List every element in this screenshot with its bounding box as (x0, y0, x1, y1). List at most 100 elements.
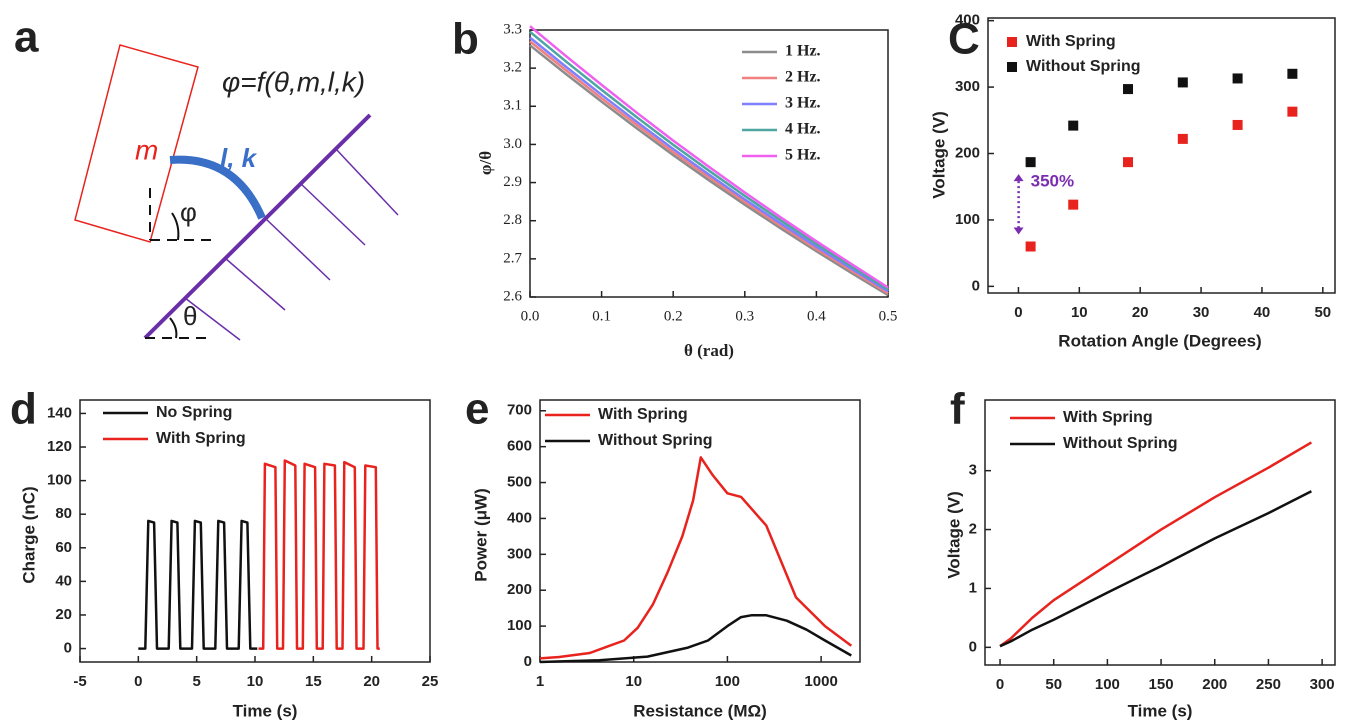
chart-panel: C Rotation Angle (Degrees) Voltage (V) 0 10 2… (929, 12, 1336, 350)
y-axis-label: Charge (nC) (19, 486, 38, 583)
legend-label: 5 Hz. (785, 147, 821, 164)
y-tick-label: 2.8 (503, 212, 522, 228)
legend-label: With Spring (598, 406, 688, 423)
y-axis-label: Voltage (V) (929, 111, 948, 199)
data-point (1287, 106, 1298, 117)
data-point (1177, 77, 1188, 88)
x-axis-label: Time (s) (233, 701, 298, 720)
y-tick-label: 2.6 (503, 288, 522, 304)
annotation: 350% (1031, 172, 1074, 191)
data-line (529, 30, 889, 291)
y-tick-label: 0 (524, 653, 532, 670)
y-tick-label: 500 (507, 474, 532, 491)
plot-frame (529, 29, 889, 298)
y-tick-label: 20 (55, 606, 72, 623)
plot-frame (539, 399, 861, 663)
x-axis-label: Time (s) (1128, 701, 1193, 720)
y-tick-label: 2.7 (503, 250, 522, 266)
phi-arc (171, 212, 180, 241)
theta-label: θ (183, 301, 197, 331)
diagram: a φ=f(θ,m,l,k) m l, k φ θ (14, 13, 399, 341)
x-tick-label: 1 (536, 673, 544, 690)
x-tick-label: 5 (192, 673, 200, 690)
panel-letter: b (452, 15, 479, 64)
panel-letter: d (10, 385, 37, 434)
mass-block (74, 44, 199, 243)
data-point (1123, 157, 1134, 168)
data-point (1025, 157, 1036, 168)
formula: φ=f(θ,m,l,k) (222, 66, 365, 97)
legend-label: With Spring (1063, 409, 1153, 426)
data-point (1232, 73, 1243, 84)
data-point (1177, 133, 1188, 144)
y-tick-label: 1 (969, 579, 977, 596)
spring-label: l, k (220, 143, 258, 173)
legend-label: Without Spring (1063, 435, 1178, 452)
spring (169, 155, 266, 220)
x-tick-label: 300 (1310, 676, 1335, 693)
data-line (529, 40, 889, 295)
panel-letter: e (465, 385, 489, 434)
legend-marker (1007, 37, 1017, 47)
data-line (999, 490, 1312, 648)
y-tick-label: 0 (64, 640, 72, 657)
y-tick-label: 3.3 (503, 21, 522, 37)
data-line (539, 456, 853, 660)
x-tick-label: 50 (1045, 676, 1062, 693)
legend-label: 4 Hz. (785, 121, 821, 138)
y-tick-label: 700 (507, 402, 532, 419)
x-tick-label: 50 (1314, 304, 1331, 321)
data-point (1068, 120, 1079, 131)
data-line (529, 36, 889, 293)
y-tick-label: 200 (507, 581, 532, 598)
plot-frame (987, 17, 1336, 294)
data-point (1123, 84, 1134, 95)
legend-label: With Spring (156, 430, 246, 447)
data-point (1232, 119, 1243, 130)
x-tick-label: 0.5 (879, 308, 898, 324)
y-tick-label: 2 (969, 521, 977, 538)
y-tick-label: 100 (47, 472, 72, 489)
x-tick-label: 0 (134, 673, 142, 690)
y-tick-label: 120 (47, 438, 72, 455)
y-tick-label: 100 (955, 211, 980, 228)
y-tick-label: 3 (969, 462, 977, 479)
x-axis-label: θ (rad) (684, 341, 734, 360)
x-tick-label: -5 (73, 673, 86, 690)
y-tick-label: 80 (55, 505, 72, 522)
x-tick-label: 10 (247, 673, 264, 690)
data-line (258, 459, 380, 650)
y-tick-label: 40 (55, 572, 72, 589)
legend-label: Without Spring (598, 432, 713, 449)
x-tick-label: 0 (996, 676, 1004, 693)
hatching (184, 147, 399, 341)
legend-label: With Spring (1026, 33, 1116, 50)
legend-label: 3 Hz. (785, 95, 821, 112)
legend-label: No Spring (156, 404, 232, 421)
y-tick-label: 3.0 (503, 136, 522, 152)
panel-letter: a (14, 13, 39, 62)
y-tick-label: 60 (55, 539, 72, 556)
x-tick-label: 100 (715, 673, 740, 690)
data-line (138, 519, 258, 650)
y-tick-label: 200 (955, 144, 980, 161)
x-tick-label: 100 (1095, 676, 1120, 693)
y-axis-label: Power (μW) (471, 488, 490, 582)
y-tick-label: 300 (507, 545, 532, 562)
x-tick-label: 10 (625, 673, 642, 690)
y-tick-label: 100 (507, 617, 532, 634)
data-point (1287, 68, 1298, 79)
legend-label: Without Spring (1026, 58, 1141, 75)
x-axis-label: Resistance (MΩ) (633, 701, 767, 720)
y-tick-label: 0 (969, 638, 977, 655)
plot-frame (984, 399, 1336, 666)
chart-panel: e Resistance (MΩ) Power (μW) 1 10 100 1000 0 100… (465, 385, 861, 720)
x-tick-label: 25 (422, 673, 439, 690)
y-tick-label: 300 (955, 78, 980, 95)
panel-letter: C (948, 15, 980, 64)
y-tick-label: 0 (972, 277, 980, 294)
x-tick-label: 40 (1254, 304, 1271, 321)
x-tick-label: 200 (1202, 676, 1227, 693)
chart-panel: f Time (s) Voltage (V) 0 50 100 150 200 250 300 0 1… (944, 385, 1336, 720)
